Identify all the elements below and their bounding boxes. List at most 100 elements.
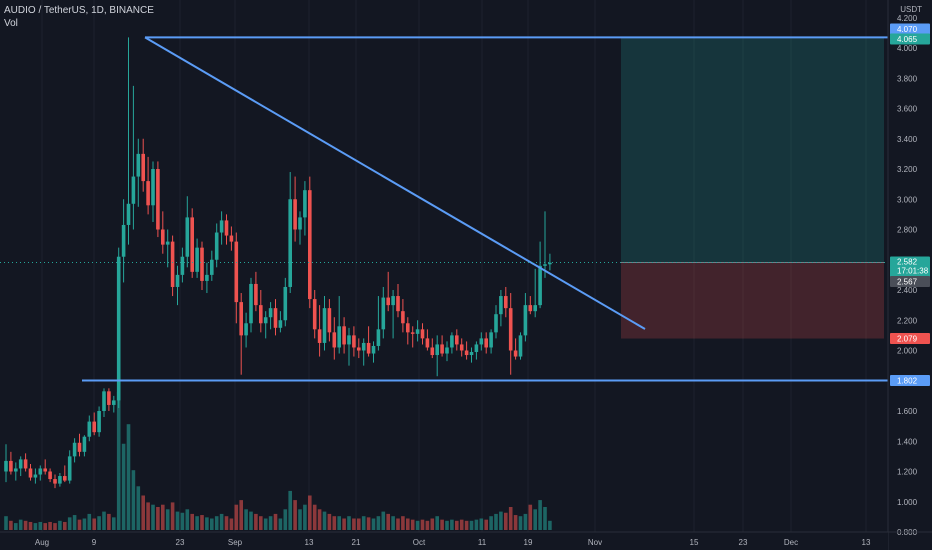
volume-bar bbox=[401, 516, 405, 530]
volume-bar bbox=[77, 519, 82, 530]
candle-body bbox=[249, 283, 253, 324]
candle-body bbox=[254, 283, 258, 306]
volume-bar bbox=[455, 520, 459, 530]
candle-body bbox=[303, 190, 307, 218]
candle-body bbox=[430, 347, 435, 356]
previous-close-badge-bg bbox=[890, 275, 930, 287]
candle-body bbox=[48, 471, 52, 480]
volume-bar bbox=[298, 509, 302, 530]
target-price-badge-bg bbox=[890, 33, 930, 45]
candle-body bbox=[156, 169, 160, 230]
time-tick-label: Dec bbox=[784, 538, 798, 547]
volume-bar bbox=[459, 519, 464, 530]
volume-bar bbox=[523, 513, 528, 530]
candle-body bbox=[518, 335, 523, 357]
candle-body bbox=[33, 474, 38, 478]
candle-body bbox=[97, 411, 101, 433]
price-tick-label: 4.200 bbox=[897, 14, 918, 23]
volume-bar bbox=[317, 509, 322, 530]
volume-bar bbox=[499, 511, 503, 530]
volume-bar bbox=[224, 516, 229, 530]
position-zones[interactable] bbox=[621, 38, 884, 339]
volume-bar bbox=[48, 521, 52, 530]
candle-body bbox=[63, 476, 67, 481]
price-tick-label: 2.400 bbox=[897, 286, 918, 295]
candle-body bbox=[371, 345, 376, 354]
volume-bar bbox=[273, 513, 278, 530]
candle-body bbox=[459, 344, 464, 351]
vertical-gridlines bbox=[41, 0, 867, 532]
volume-bar bbox=[445, 520, 449, 530]
volume-bar bbox=[288, 490, 292, 530]
support-price-badge: 1.802 bbox=[897, 376, 918, 385]
time-axis-ticks: Aug 9 23 Sep 13 21 Oct 11 19 Nov 15 23 Dec 13 bbox=[35, 538, 871, 547]
candle-body bbox=[381, 297, 386, 330]
candle-body bbox=[499, 296, 503, 315]
volume-bar bbox=[396, 518, 400, 530]
current-price-badge-bg bbox=[890, 256, 930, 278]
time-tick-label: 23 bbox=[176, 538, 185, 547]
candle-body bbox=[210, 259, 214, 275]
symbol-title[interactable]: AUDIO / TetherUS, 1D, BINANCE bbox=[4, 5, 154, 16]
candle-body bbox=[332, 332, 337, 348]
price-tick-label: 3.000 bbox=[897, 195, 918, 204]
volume-indicator-label[interactable]: Vol bbox=[4, 18, 18, 29]
price-tick-label: 1.000 bbox=[897, 498, 918, 507]
price-tick-label: 2.800 bbox=[897, 226, 918, 235]
price-tick-label: 3.600 bbox=[897, 105, 918, 114]
time-tick-label: 15 bbox=[690, 538, 699, 547]
candle-body bbox=[146, 181, 150, 206]
candle-body bbox=[440, 344, 444, 354]
volume-bars bbox=[4, 392, 552, 530]
volume-bar bbox=[165, 509, 170, 530]
candle-body bbox=[283, 286, 288, 321]
candle-body bbox=[116, 256, 121, 401]
candle-body bbox=[219, 220, 224, 233]
volume-bar bbox=[513, 515, 518, 530]
volume-bar bbox=[259, 516, 263, 530]
volume-bar bbox=[112, 517, 116, 530]
candle-body bbox=[337, 326, 341, 348]
bar-countdown: 17:01:38 bbox=[897, 266, 929, 275]
candle-body bbox=[528, 305, 533, 312]
price-tick-label: 3.200 bbox=[897, 165, 918, 174]
volume-bar bbox=[430, 518, 435, 530]
volume-bar bbox=[381, 511, 386, 530]
time-tick-label: 23 bbox=[739, 538, 748, 547]
volume-bar bbox=[278, 518, 283, 530]
volume-bar bbox=[420, 519, 425, 530]
price-tick-label: 4.000 bbox=[897, 44, 918, 53]
volume-bar bbox=[406, 518, 410, 530]
volume-bar bbox=[102, 511, 106, 530]
candle-body bbox=[112, 400, 116, 405]
volume-bar bbox=[97, 516, 101, 530]
volume-bar bbox=[43, 523, 47, 530]
volume-bar bbox=[156, 507, 160, 530]
volume-bar bbox=[469, 520, 474, 530]
drawn-lines[interactable] bbox=[82, 36, 888, 382]
volume-bar bbox=[219, 513, 224, 530]
candle-body bbox=[376, 329, 381, 346]
candle-body bbox=[18, 459, 23, 469]
resistance-price-badge: 4.070 bbox=[897, 25, 918, 34]
candle-body bbox=[479, 338, 484, 345]
previous-close-badge: 2.567 bbox=[897, 277, 918, 286]
chart-legend: AUDIO / TetherUS, 1D, BINANCE Vol bbox=[4, 5, 154, 30]
candle-body bbox=[239, 302, 243, 336]
volume-bar bbox=[435, 516, 439, 530]
price-tick-label: 1.600 bbox=[897, 407, 918, 416]
candle-body bbox=[214, 232, 219, 260]
candle-body bbox=[28, 468, 33, 478]
candle-body bbox=[386, 297, 390, 306]
volume-bar bbox=[332, 516, 337, 530]
candle-body bbox=[396, 296, 400, 312]
time-tick-label: 13 bbox=[305, 538, 314, 547]
current-price-value: 2.582 bbox=[897, 257, 918, 266]
volume-bar bbox=[347, 516, 351, 530]
volume-bar bbox=[229, 518, 234, 530]
time-axis-panel[interactable] bbox=[0, 532, 888, 550]
volume-bar bbox=[92, 518, 96, 530]
candle-body bbox=[92, 421, 96, 433]
volume-bar bbox=[146, 502, 150, 530]
